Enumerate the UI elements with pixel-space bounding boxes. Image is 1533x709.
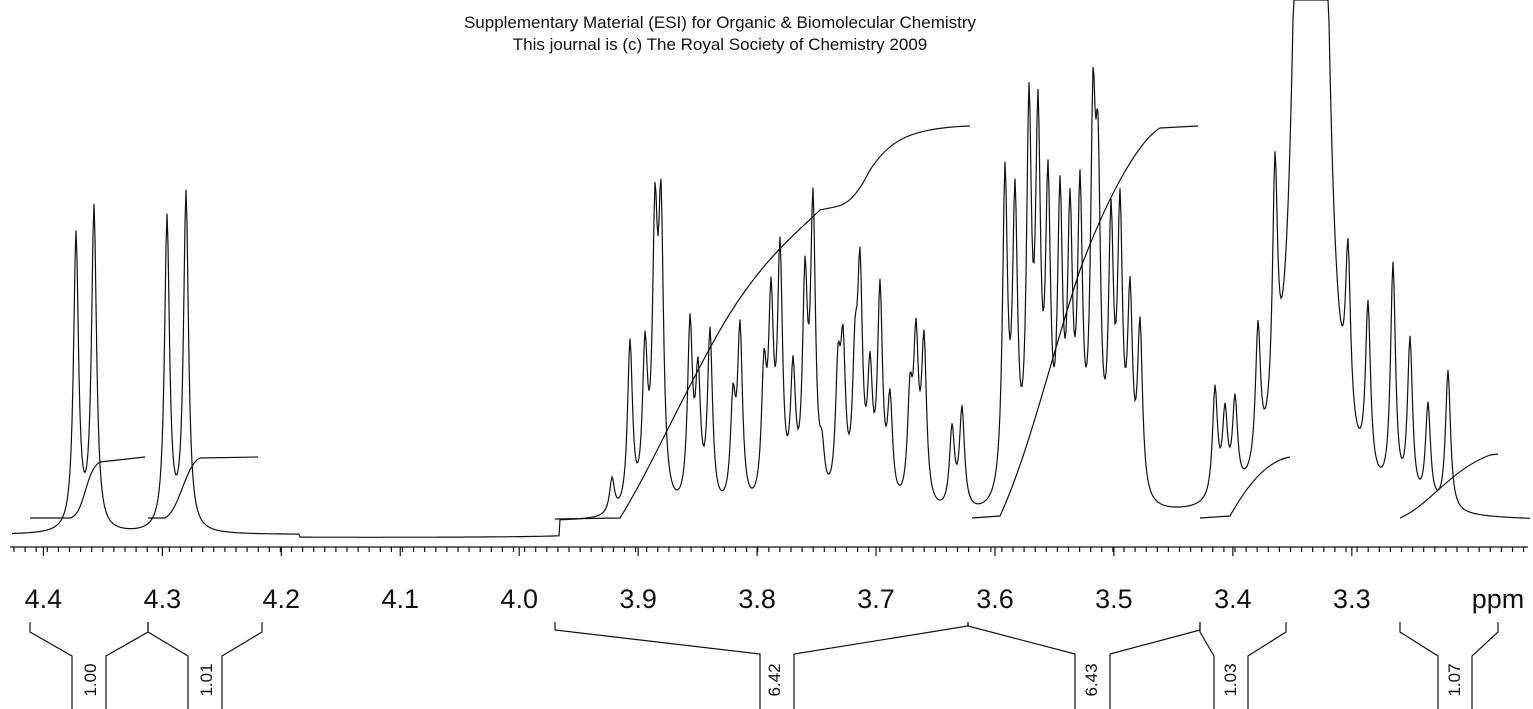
integral-value: 1.01 (197, 663, 216, 696)
integral-curve (971, 125, 1199, 519)
integral-value: 1.07 (1445, 663, 1464, 696)
tick-label: 3.5 (1095, 584, 1133, 614)
tick-label: 4.4 (25, 584, 63, 614)
integral-curve (1199, 456, 1291, 519)
tick-label: 4.3 (144, 584, 182, 614)
integral-bracket (554, 622, 969, 709)
integral-bracket (1199, 622, 1287, 709)
minor-ticks (13, 547, 1525, 552)
integral-curve (148, 456, 259, 519)
tick-label: 4.2 (263, 584, 301, 614)
header-line: Supplementary Material (ESI) for Organic… (464, 13, 977, 32)
integral-value: 1.03 (1221, 663, 1240, 696)
integral-curve (30, 456, 146, 519)
integral-value: 6.42 (765, 663, 784, 696)
header-line: This journal is (c) The Royal Society of… (513, 35, 927, 54)
integral-curve (554, 125, 971, 520)
tick-label: 3.9 (619, 584, 657, 614)
integral-bracket (1399, 622, 1499, 709)
tick-label: 4.0 (500, 584, 538, 614)
tick-label: 3.8 (738, 584, 776, 614)
tick-label: 3.6 (976, 584, 1014, 614)
axis-label: ppm (1472, 584, 1525, 614)
spectrum-trace (12, 0, 1530, 538)
integral-bracket (147, 622, 263, 709)
tick-label: 4.1 (381, 584, 419, 614)
integral-curve (1399, 453, 1499, 519)
tick-label: 3.3 (1333, 584, 1371, 614)
integral-value: 6.43 (1082, 663, 1101, 696)
tick-label: 3.4 (1214, 584, 1252, 614)
integral-value: 1.00 (81, 663, 100, 696)
tick-label: 3.7 (857, 584, 895, 614)
